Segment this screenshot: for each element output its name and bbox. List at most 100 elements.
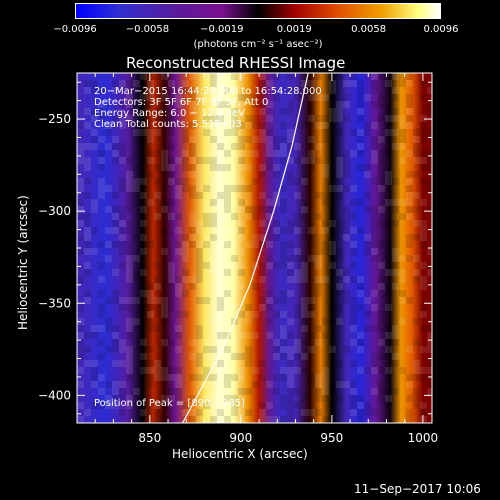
texture-cell bbox=[245, 409, 252, 416]
texture-cell bbox=[168, 115, 175, 122]
texture-cell bbox=[322, 276, 329, 283]
texture-cell bbox=[392, 206, 399, 213]
texture-cell bbox=[224, 199, 231, 206]
texture-cell bbox=[385, 262, 392, 269]
texture-cell bbox=[287, 395, 294, 402]
texture-cell bbox=[196, 178, 203, 185]
texture-cell bbox=[392, 108, 399, 115]
footer-date: 11−Sep−2017 10:06 bbox=[354, 482, 481, 496]
texture-cell bbox=[98, 101, 105, 108]
texture-cell bbox=[112, 213, 119, 220]
texture-cell bbox=[175, 178, 182, 185]
texture-cell bbox=[112, 122, 119, 129]
texture-cell bbox=[315, 290, 322, 297]
texture-cell bbox=[147, 374, 154, 381]
texture-cell bbox=[280, 416, 287, 423]
texture-cell bbox=[259, 80, 266, 87]
texture-cell bbox=[224, 395, 231, 402]
texture-cell bbox=[336, 304, 343, 311]
texture-cell bbox=[420, 164, 427, 171]
texture-cell bbox=[84, 122, 91, 129]
texture-cell bbox=[133, 402, 140, 409]
texture-cell bbox=[217, 409, 224, 416]
texture-cell bbox=[84, 143, 91, 150]
texture-cell bbox=[294, 122, 301, 129]
texture-cell bbox=[343, 381, 350, 388]
texture-cell bbox=[364, 122, 371, 129]
texture-cell bbox=[203, 395, 210, 402]
texture-cell bbox=[273, 143, 280, 150]
texture-cell bbox=[343, 115, 350, 122]
texture-cell bbox=[147, 367, 154, 374]
texture-cell bbox=[210, 136, 217, 143]
texture-cell bbox=[84, 108, 91, 115]
texture-cell bbox=[112, 381, 119, 388]
texture-cell bbox=[364, 367, 371, 374]
texture-cell bbox=[217, 360, 224, 367]
texture-cell bbox=[406, 108, 413, 115]
texture-cell bbox=[98, 108, 105, 115]
texture-cell bbox=[224, 206, 231, 213]
texture-cell bbox=[343, 269, 350, 276]
texture-cell bbox=[322, 395, 329, 402]
texture-cell bbox=[196, 241, 203, 248]
texture-cell bbox=[378, 136, 385, 143]
texture-cell bbox=[371, 157, 378, 164]
texture-cell bbox=[210, 416, 217, 423]
texture-cell bbox=[392, 255, 399, 262]
texture-cell bbox=[126, 87, 133, 94]
texture-cell bbox=[287, 346, 294, 353]
texture-cell bbox=[84, 220, 91, 227]
texture-cell bbox=[266, 115, 273, 122]
annotation-line: Clean Total counts: 5.51E+03 bbox=[94, 119, 242, 130]
texture-cell bbox=[371, 213, 378, 220]
texture-cell bbox=[161, 199, 168, 206]
texture-cell bbox=[175, 241, 182, 248]
texture-cell bbox=[168, 283, 175, 290]
texture-cell bbox=[287, 290, 294, 297]
texture-cell bbox=[287, 108, 294, 115]
texture-cell bbox=[210, 234, 217, 241]
texture-cell bbox=[161, 311, 168, 318]
texture-cell bbox=[266, 255, 273, 262]
texture-cell bbox=[406, 80, 413, 87]
texture-cell bbox=[259, 192, 266, 199]
texture-cell bbox=[266, 416, 273, 423]
texture-cell bbox=[238, 388, 245, 395]
texture-cell bbox=[252, 178, 259, 185]
texture-cell bbox=[315, 87, 322, 94]
texture-cell bbox=[140, 346, 147, 353]
texture-cell bbox=[329, 318, 336, 325]
texture-cell bbox=[301, 157, 308, 164]
texture-cell bbox=[392, 143, 399, 150]
texture-cell bbox=[140, 290, 147, 297]
texture-cell bbox=[224, 185, 231, 192]
texture-cell bbox=[161, 171, 168, 178]
texture-cell bbox=[147, 325, 154, 332]
texture-cell bbox=[420, 227, 427, 234]
texture-cell bbox=[154, 360, 161, 367]
texture-cell bbox=[112, 346, 119, 353]
texture-cell bbox=[315, 213, 322, 220]
texture-cell bbox=[378, 283, 385, 290]
texture-cell bbox=[364, 192, 371, 199]
texture-cell bbox=[371, 143, 378, 150]
texture-cell bbox=[392, 283, 399, 290]
texture-cell bbox=[154, 367, 161, 374]
texture-cell bbox=[336, 248, 343, 255]
texture-cell bbox=[175, 101, 182, 108]
texture-cell bbox=[154, 402, 161, 409]
texture-cell bbox=[203, 115, 210, 122]
texture-cell bbox=[399, 318, 406, 325]
texture-cell bbox=[336, 360, 343, 367]
texture-cell bbox=[427, 129, 432, 136]
texture-cell bbox=[420, 283, 427, 290]
texture-cell bbox=[280, 367, 287, 374]
texture-cell bbox=[357, 164, 364, 171]
texture-cell bbox=[420, 262, 427, 269]
texture-cell bbox=[315, 283, 322, 290]
texture-cell bbox=[161, 157, 168, 164]
texture-cell bbox=[427, 157, 432, 164]
texture-cell bbox=[126, 171, 133, 178]
texture-cell bbox=[175, 192, 182, 199]
